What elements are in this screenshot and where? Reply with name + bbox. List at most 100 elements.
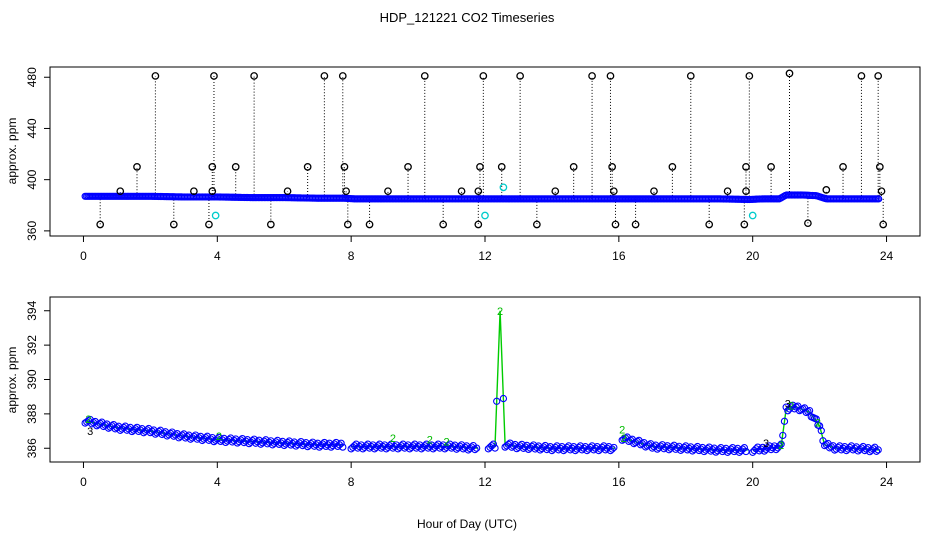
top-outlier-point [588,72,596,80]
bottom-y-tick-label: 394 [25,300,39,320]
bottom-number-label: 2 [427,435,433,447]
top-outlier-point [205,220,213,229]
top-cyan-point [481,211,489,220]
top-outlier-point [606,72,615,80]
bottom-number-label: 2 [778,440,784,452]
top-outlier-point [250,72,258,80]
top-outlier-point [474,187,483,196]
top-x-tick-label: 16 [612,249,626,263]
top-outlier-lines [99,73,884,225]
top-outlier-point [420,72,429,80]
top-y-tick-label: 360 [25,221,39,241]
bottom-series-point [780,417,789,425]
bottom-number-label: 2 [216,431,222,443]
top-baseline-series [81,191,883,204]
bottom-series-line-segment [488,310,616,449]
bottom-number-label: 2 [85,414,91,426]
top-outlier-point [742,163,750,171]
top-outlier-point [877,187,886,196]
bottom-y-axis-label: approx. ppm [5,347,19,414]
top-outlier-point [96,220,105,229]
top-outlier-point [609,187,618,196]
bottom-series-point [339,443,347,451]
top-outlier-point [551,187,560,196]
top-outlier-point [116,187,125,196]
top-outlier-point [879,220,888,229]
top-outlier-point [723,187,732,196]
top-outlier-point [208,163,217,171]
top-outlier-point [611,220,620,229]
bottom-y-tick-label: 390 [25,369,39,389]
bottom-number-label: 3 [763,438,769,450]
bottom-number-label: 3 [785,399,791,411]
top-outlier-point [767,163,775,171]
top-outlier-point [474,220,483,229]
top-outlier-point [476,163,484,171]
top-y-tick-label: 400 [25,169,39,189]
top-outlier-point [497,163,506,171]
bottom-y-axis: 386 388 390 392 394 [25,300,50,458]
top-panel: 0 4 8 12 16 20 24 360 400 440 480 approx. ppm [5,66,921,263]
bottom-series-point [815,422,824,430]
top-x-axis: 0 4 8 12 16 20 24 [80,236,894,263]
bottom-series-point [499,394,508,403]
bottom-series-point [874,446,882,454]
top-outlier-point [303,163,312,171]
bottom-series-point [471,445,479,454]
top-x-tick-label: 12 [478,249,492,263]
top-outlier-point [231,163,240,171]
top-outlier-point [874,72,883,80]
top-outlier-point [365,220,374,229]
top-outlier-point [740,220,749,229]
top-outlier-point [705,220,714,229]
bottom-number-label: 2 [788,400,794,412]
top-cyan-points [211,183,757,220]
bottom-number-label: 2 [621,433,627,445]
top-outlier-point [742,187,750,196]
bottom-series-point [608,445,616,453]
bottom-series-point [872,447,881,455]
bottom-series-point [742,447,750,456]
top-outlier-point [822,186,831,194]
top-outlier-point [875,163,884,171]
bottom-x-tick-label: 4 [214,475,221,489]
top-x-tick-label: 0 [80,249,87,263]
top-outlier-point [342,187,350,196]
top-outlier-point [169,220,178,229]
top-outlier-point [208,187,217,196]
bottom-number-label: 2 [443,436,449,448]
bottom-series-point [493,397,501,405]
bottom-series-point [777,440,785,448]
top-outlier-point [384,187,392,196]
bottom-y-tick-label: 392 [25,335,39,355]
top-x-tick-label: 8 [348,249,355,263]
bottom-series-point [489,440,498,448]
bottom-number-label: 2 [390,433,396,445]
top-outlier-point [338,72,347,80]
top-cyan-point [748,211,757,220]
bottom-number-label: 2 [497,306,503,318]
top-cyan-point [499,183,508,192]
top-outlier-point [785,69,794,78]
top-outlier-point [343,220,352,229]
top-outlier-point [439,220,448,229]
top-outlier-point [569,163,578,171]
top-x-tick-label: 4 [214,249,221,263]
bottom-series-point [779,431,787,440]
bottom-x-tick-label: 20 [746,475,760,489]
bottom-series-point [775,442,784,450]
top-y-tick-label: 480 [25,67,39,87]
top-outlier-point [516,72,524,80]
bottom-series-line [84,310,880,451]
bottom-number-label: 2 [619,424,625,436]
top-outlier-point [857,72,866,80]
bottom-y-tick-label: 388 [25,404,39,424]
top-baseline-point [875,195,883,203]
top-outlier-point [457,187,466,196]
bottom-number-label: 3 [87,426,93,438]
bottom-series-points [81,394,882,456]
bottom-x-tick-label: 0 [80,475,87,489]
